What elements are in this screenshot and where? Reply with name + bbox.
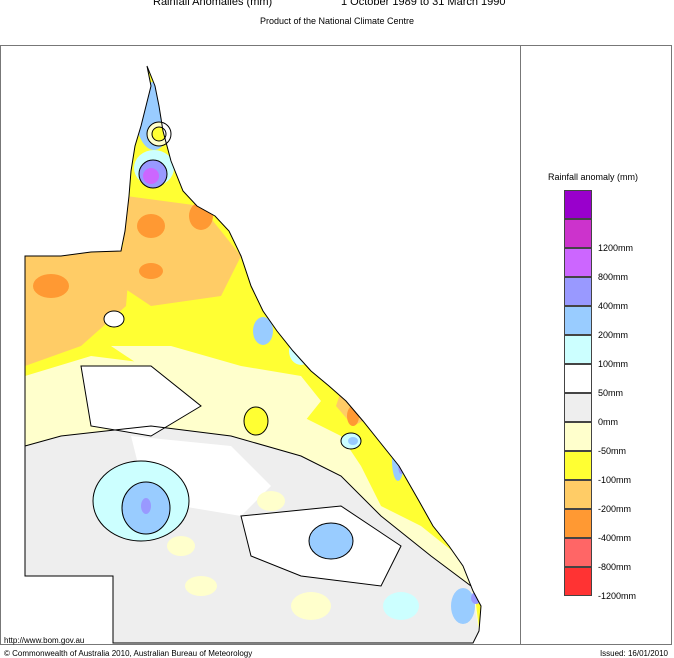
legend-label: 800mm [598,272,629,282]
footer-url[interactable]: http://www.bom.gov.au [4,636,85,645]
state-border [24,65,482,644]
subtitle: Product of the National Climate Centre [259,16,415,26]
legend-swatch [564,190,592,219]
legend-swatch [564,567,592,596]
legend-swatch [564,451,592,480]
legend-label: -1200mm [598,591,637,601]
map-title: Rainfall Anomalies (mm) 1 October 1989 t… [0,0,674,10]
footer-copyright: © Commonwealth of Australia 2010, Austra… [4,649,253,658]
legend-label: -400mm [598,533,632,543]
legend-swatch [564,364,592,393]
legend-label: -100mm [598,475,632,485]
legend-label: -800mm [598,562,632,572]
legend-swatch [564,335,592,364]
legend-swatch [564,306,592,335]
legend-label: 1200mm [598,243,634,253]
legend-label: 100mm [598,359,629,369]
footer-issued: Issued: 16/01/2010 [599,649,668,658]
legend-swatch [564,219,592,248]
legend-swatch [564,538,592,567]
legend-label: 50mm [598,388,624,398]
queensland-map [24,65,482,644]
legend-swatch [564,393,592,422]
legend-swatch [564,480,592,509]
period-text: 1 October 1989 to 31 March 1990 [341,0,506,8]
legend-label: -50mm [598,446,627,456]
legend-label: 0mm [598,417,618,427]
legend-label: -200mm [598,504,632,514]
legend-swatch [564,509,592,538]
legend-swatch [564,422,592,451]
legend-swatch [564,277,592,306]
map-frame [0,45,672,645]
title-text: Rainfall Anomalies (mm) [153,0,273,8]
legend-label: 400mm [598,301,629,311]
frame-divider [520,45,521,645]
anomaly-fill [25,66,481,643]
legend-title: Rainfall anomaly (mm) [548,172,639,182]
legend-swatch [564,248,592,277]
legend-label: 200mm [598,330,629,340]
contour-lines [24,121,472,587]
